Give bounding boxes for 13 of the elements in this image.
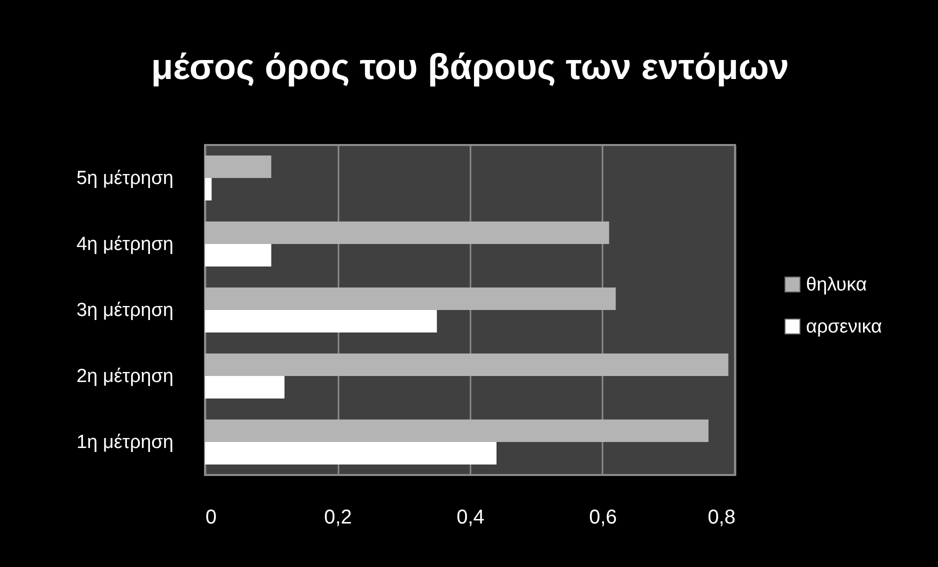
legend-label: θηλυκα: [806, 274, 867, 296]
x-tick-label: 0,2: [324, 506, 352, 528]
y-tick-label: 3η μέτρηση: [76, 300, 174, 321]
x-tick-label: 0: [206, 506, 217, 528]
legend-label: αρσενικα: [806, 316, 882, 338]
x-tick-label: 0,6: [589, 506, 617, 528]
x-tick-label: 0,8: [708, 506, 736, 528]
y-tick-label: 5η μέτρηση: [76, 168, 174, 189]
y-tick-label: 1η μέτρηση: [76, 432, 174, 453]
y-tick-label: 2η μέτρηση: [76, 366, 174, 387]
y-tick-label: 4η μέτρηση: [76, 234, 174, 255]
x-tick-label: 0,4: [456, 506, 484, 528]
chart-title: μέσος όρος του βάρους των εντόμων: [151, 46, 789, 87]
